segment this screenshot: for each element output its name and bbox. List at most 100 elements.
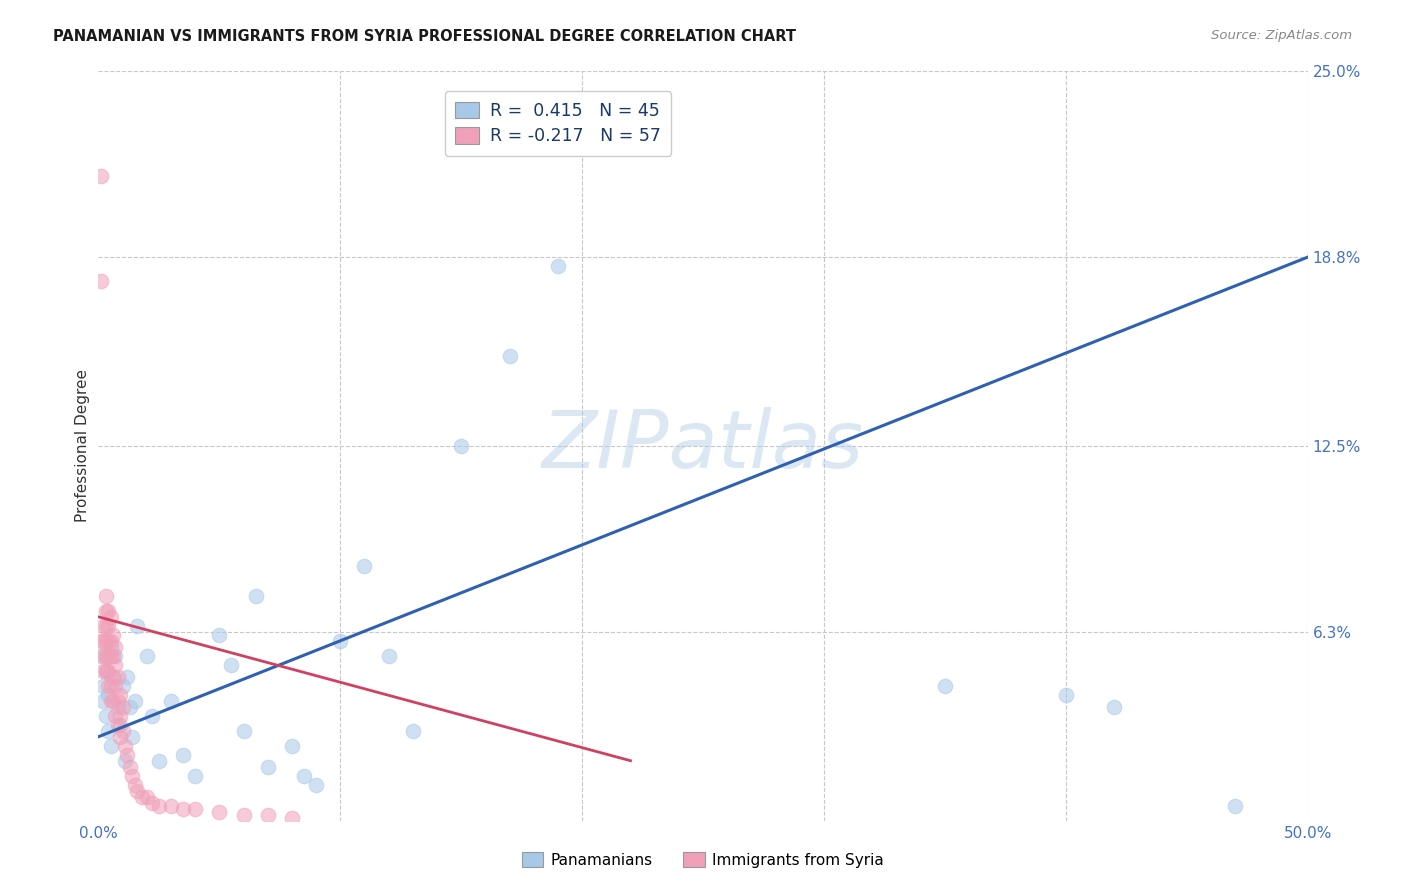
Point bbox=[94, 633, 117, 648]
Point bbox=[97, 664, 120, 678]
Point bbox=[100, 640, 122, 654]
Point bbox=[100, 694, 122, 708]
Text: Source: ZipAtlas.com: Source: ZipAtlas.com bbox=[1212, 29, 1353, 42]
Point bbox=[94, 664, 117, 678]
Point bbox=[104, 679, 127, 693]
Point bbox=[91, 679, 114, 693]
Point bbox=[97, 604, 120, 618]
Point bbox=[256, 807, 278, 822]
Point bbox=[221, 657, 243, 672]
Point bbox=[118, 760, 141, 774]
Point bbox=[450, 439, 472, 453]
Legend: R =  0.415   N = 45, R = -0.217   N = 57: R = 0.415 N = 45, R = -0.217 N = 57 bbox=[444, 91, 671, 155]
Point bbox=[124, 778, 146, 792]
Point bbox=[934, 679, 956, 693]
Point bbox=[104, 708, 127, 723]
Point bbox=[101, 648, 124, 663]
Point bbox=[329, 633, 352, 648]
Point bbox=[94, 589, 117, 603]
Point bbox=[117, 747, 139, 762]
Point bbox=[111, 723, 134, 738]
Point bbox=[97, 648, 120, 663]
Point bbox=[232, 723, 254, 738]
Point bbox=[104, 657, 127, 672]
Point bbox=[148, 798, 170, 813]
Point bbox=[90, 633, 112, 648]
Point bbox=[172, 747, 194, 762]
Point bbox=[184, 769, 207, 783]
Point bbox=[256, 760, 278, 774]
Point bbox=[148, 754, 170, 768]
Point bbox=[498, 349, 520, 363]
Point bbox=[1054, 688, 1077, 702]
Point bbox=[108, 717, 131, 731]
Point bbox=[127, 783, 149, 797]
Point bbox=[107, 699, 129, 714]
Point bbox=[118, 699, 141, 714]
Point bbox=[91, 694, 114, 708]
Point bbox=[160, 798, 183, 813]
Point bbox=[172, 802, 194, 816]
Point bbox=[353, 558, 375, 573]
Point bbox=[114, 754, 136, 768]
Point bbox=[97, 633, 120, 648]
Point bbox=[121, 730, 143, 744]
Point bbox=[90, 169, 112, 184]
Point bbox=[91, 633, 114, 648]
Point bbox=[97, 679, 120, 693]
Point bbox=[101, 694, 124, 708]
Point bbox=[127, 619, 149, 633]
Point bbox=[1223, 798, 1246, 813]
Text: ZIPatlas: ZIPatlas bbox=[541, 407, 865, 485]
Point bbox=[94, 619, 117, 633]
Point bbox=[305, 778, 328, 792]
Point bbox=[100, 648, 122, 663]
Point bbox=[100, 679, 122, 693]
Point bbox=[101, 670, 124, 684]
Point bbox=[114, 739, 136, 753]
Point bbox=[124, 694, 146, 708]
Point bbox=[91, 619, 114, 633]
Point bbox=[100, 739, 122, 753]
Point bbox=[97, 723, 120, 738]
Point bbox=[101, 670, 124, 684]
Point bbox=[90, 648, 112, 663]
Point bbox=[100, 633, 122, 648]
Point bbox=[245, 589, 267, 603]
Point bbox=[141, 708, 163, 723]
Point bbox=[91, 664, 114, 678]
Point bbox=[107, 670, 129, 684]
Point bbox=[94, 664, 117, 678]
Point bbox=[111, 699, 134, 714]
Y-axis label: Professional Degree: Professional Degree bbox=[75, 369, 90, 523]
Point bbox=[97, 619, 120, 633]
Point bbox=[94, 708, 117, 723]
Point bbox=[104, 640, 127, 654]
Point bbox=[121, 769, 143, 783]
Point bbox=[108, 708, 131, 723]
Point bbox=[97, 688, 120, 702]
Point bbox=[94, 648, 117, 663]
Point bbox=[377, 648, 399, 663]
Point bbox=[184, 802, 207, 816]
Point bbox=[547, 259, 569, 273]
Point bbox=[402, 723, 425, 738]
Point bbox=[104, 648, 127, 663]
Point bbox=[135, 789, 157, 804]
Point bbox=[208, 805, 231, 819]
Point bbox=[160, 694, 183, 708]
Point bbox=[107, 717, 129, 731]
Legend: Panamanians, Immigrants from Syria: Panamanians, Immigrants from Syria bbox=[516, 846, 890, 873]
Point bbox=[1102, 699, 1125, 714]
Point bbox=[108, 730, 131, 744]
Point bbox=[101, 628, 124, 642]
Point bbox=[141, 796, 163, 810]
Point bbox=[117, 670, 139, 684]
Point bbox=[281, 739, 304, 753]
Point bbox=[292, 769, 315, 783]
Point bbox=[208, 628, 231, 642]
Point bbox=[91, 648, 114, 663]
Point bbox=[107, 694, 129, 708]
Text: PANAMANIAN VS IMMIGRANTS FROM SYRIA PROFESSIONAL DEGREE CORRELATION CHART: PANAMANIAN VS IMMIGRANTS FROM SYRIA PROF… bbox=[53, 29, 796, 44]
Point bbox=[94, 604, 117, 618]
